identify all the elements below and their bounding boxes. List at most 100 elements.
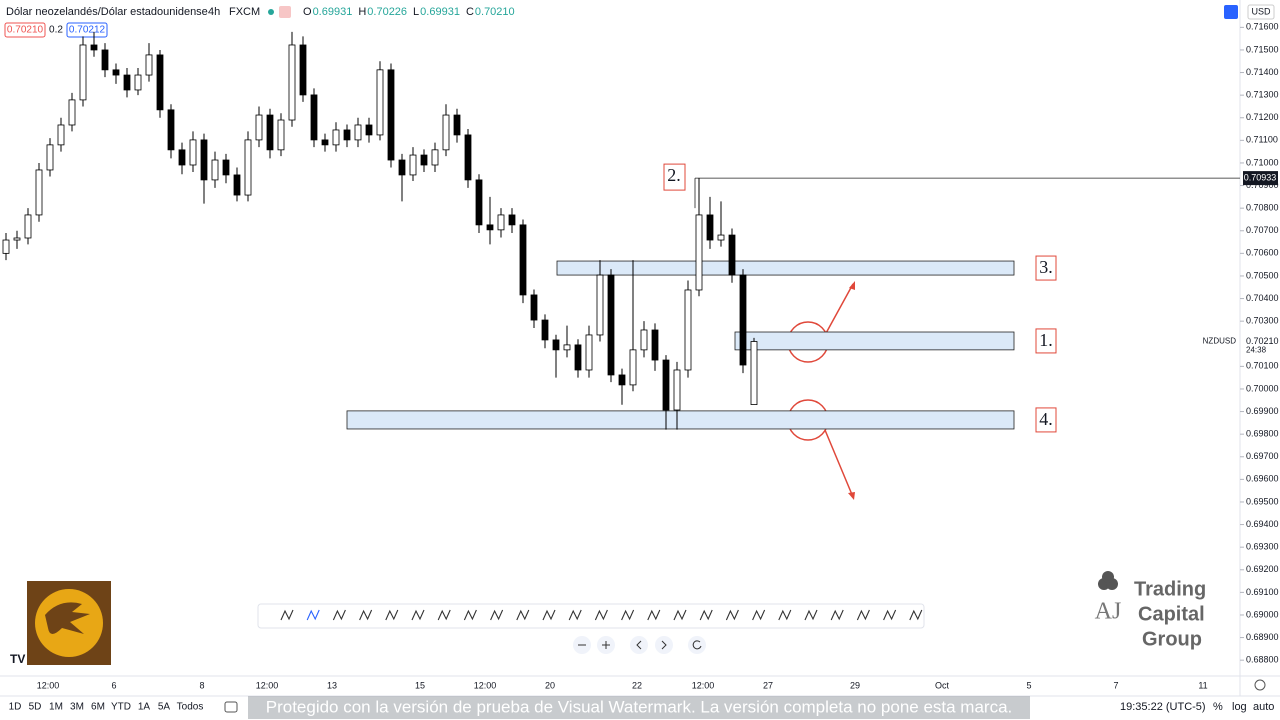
tool-icon[interactable] <box>568 609 582 621</box>
currency-box[interactable] <box>1247 4 1275 20</box>
tool-icon[interactable] <box>699 609 713 621</box>
last-price-label: 0.70210 <box>1246 336 1279 346</box>
tool-icon[interactable] <box>804 609 818 621</box>
candle-body <box>167 109 175 151</box>
zone <box>734 331 1015 351</box>
candle-body <box>277 119 285 151</box>
candle-body <box>574 344 582 371</box>
compare-button[interactable] <box>1224 5 1238 19</box>
candle-body <box>24 214 32 239</box>
tool-icon[interactable] <box>385 609 399 621</box>
tool-icon[interactable] <box>490 609 504 621</box>
range-button[interactable]: 1A <box>138 702 151 713</box>
arrow-head <box>848 492 855 500</box>
tool-icon[interactable] <box>332 609 346 621</box>
tool-icon[interactable] <box>778 609 792 621</box>
range-button[interactable]: 1M <box>49 702 63 713</box>
candle-body <box>156 54 164 111</box>
drawing-toolbar <box>257 603 925 629</box>
tool-icon[interactable] <box>621 609 635 621</box>
range-button[interactable]: 1D <box>9 702 22 713</box>
tool-icon[interactable] <box>306 609 320 621</box>
tool-icon[interactable] <box>359 609 373 621</box>
auto-toggle[interactable]: auto <box>1253 701 1274 713</box>
y-tick-label: 0.69300 <box>1246 542 1279 552</box>
logo-line: Group <box>1142 628 1202 650</box>
tool-icon[interactable] <box>725 609 739 621</box>
tool-icon[interactable] <box>830 609 844 621</box>
y-tick-label: 0.71400 <box>1246 67 1279 77</box>
settings-icon[interactable] <box>1254 679 1266 691</box>
tool-icon[interactable] <box>594 609 608 621</box>
tool-icon[interactable] <box>280 609 294 621</box>
sell-box[interactable] <box>4 22 46 38</box>
tool-icon[interactable] <box>411 609 425 621</box>
sell-price[interactable]: 0.70210 <box>7 25 44 36</box>
tool-icon[interactable] <box>647 609 661 621</box>
reset[interactable] <box>688 636 706 654</box>
y-tick-label: 0.69000 <box>1246 609 1279 619</box>
x-tick-label: 11 <box>1198 680 1207 690</box>
y-tick-label: 0.71000 <box>1246 157 1279 167</box>
buy-price[interactable]: 0.70212 <box>69 25 106 36</box>
y-tick-label: 0.70600 <box>1246 248 1279 258</box>
zone-label: 4. <box>1039 409 1053 429</box>
candle-body <box>13 237 21 241</box>
currency[interactable]: USD <box>1251 6 1271 16</box>
scroll-right[interactable] <box>655 636 673 654</box>
range-button[interactable]: 5A <box>158 702 171 713</box>
log-toggle[interactable]: log <box>1232 701 1247 713</box>
tool-icon[interactable] <box>856 609 870 621</box>
range-button[interactable]: Todos <box>177 702 204 713</box>
candle-body <box>464 134 472 181</box>
x-tick-label: 12:00 <box>474 680 497 690</box>
high-label: 2. <box>667 165 681 185</box>
tool-icon[interactable] <box>542 609 556 621</box>
tool-icon[interactable] <box>883 609 897 621</box>
scroll-left[interactable] <box>630 636 648 654</box>
watermark: Protegido con la versión de prueba de Vi… <box>266 697 1013 716</box>
tool-icon[interactable] <box>463 609 477 621</box>
interval[interactable]: 4h <box>208 6 220 18</box>
candle-body <box>365 124 373 136</box>
ohlc-value: 0.69931 <box>313 6 353 18</box>
y-tick-label: 0.70500 <box>1246 270 1279 280</box>
candle-body <box>222 159 230 176</box>
date-range-icon[interactable] <box>224 701 238 713</box>
x-tick-label: 6 <box>111 680 116 690</box>
tool-icon[interactable] <box>516 609 530 621</box>
candle-body <box>35 169 43 216</box>
range-button[interactable]: 5D <box>29 702 42 713</box>
candle-body <box>310 94 318 141</box>
candle-body <box>354 124 362 141</box>
tool-icon[interactable] <box>437 609 451 621</box>
x-tick-label: 8 <box>199 680 204 690</box>
x-tick-label: 15 <box>415 680 425 690</box>
candle-body <box>189 139 197 166</box>
spread: 0.2 <box>49 25 63 36</box>
range-button[interactable]: 6M <box>91 702 105 713</box>
zoom-in-icon <box>602 641 610 649</box>
logo-line: Trading <box>1134 578 1206 600</box>
y-tick-label: 0.69800 <box>1246 429 1279 439</box>
y-tick-label: 0.69900 <box>1246 406 1279 416</box>
range-button[interactable]: YTD <box>111 702 131 713</box>
candle-body <box>618 374 626 386</box>
zone-label-box <box>1035 407 1057 433</box>
candle-body <box>387 69 395 161</box>
candle-body <box>420 154 428 166</box>
tool-icon[interactable] <box>673 609 687 621</box>
candle-body <box>563 344 571 351</box>
buy-box[interactable] <box>66 22 108 38</box>
tool-icon[interactable] <box>752 609 766 621</box>
status-icon <box>279 6 291 18</box>
candle-body <box>233 174 241 196</box>
range-button[interactable]: 3M <box>70 702 84 713</box>
candle-body <box>178 149 186 166</box>
symbol-tag: NZDUSD <box>1203 337 1237 346</box>
percent-toggle[interactable]: % <box>1213 701 1223 713</box>
arrow-head <box>849 281 855 290</box>
candle-body <box>244 139 252 196</box>
ohlc-value: 0.70226 <box>367 6 407 18</box>
tool-icon[interactable] <box>909 609 923 621</box>
